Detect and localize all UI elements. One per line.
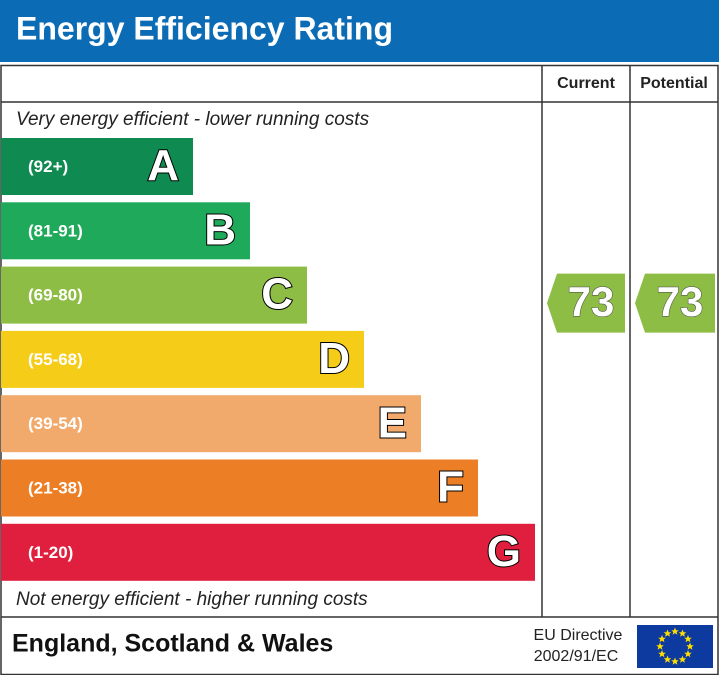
band-range: (39-54) [28,414,83,433]
band-letter: F [437,463,464,512]
band-range: (55-68) [28,350,83,369]
band-range: (69-80) [28,286,83,305]
bottom-note: Not energy efficient - higher running co… [16,589,368,610]
band-range: (21-38) [28,478,83,497]
band-bar [1,266,307,324]
directive: EU Directive [534,627,623,644]
band-bar [1,202,250,260]
column-header: Potential [640,75,708,92]
header-bar [0,0,719,62]
band-letter: B [204,205,236,254]
column-header: Current [557,75,615,92]
rating-value: 73 [568,278,615,325]
band-letter: C [261,270,293,319]
rating-arrow [547,273,625,333]
top-note: Very energy efficient - lower running co… [16,109,370,130]
band-letter: A [147,141,179,190]
band-bar [1,523,535,581]
title: Energy Efficiency Rating [16,10,393,46]
band-letter: D [318,334,350,383]
band-range: (1-20) [28,543,73,562]
band-bar [1,138,193,195]
region: England, Scotland & Wales [12,630,333,658]
band-bar [1,459,478,517]
rating-value: 73 [657,278,704,325]
band-range: (81-91) [28,221,83,240]
rating-arrow [635,273,715,333]
band-range: (92+) [28,157,68,176]
band-letter: G [487,527,521,576]
band-letter: E [378,398,407,447]
directive: 2002/91/EC [534,648,619,665]
band-bar [1,395,421,453]
band-bar [1,330,364,388]
